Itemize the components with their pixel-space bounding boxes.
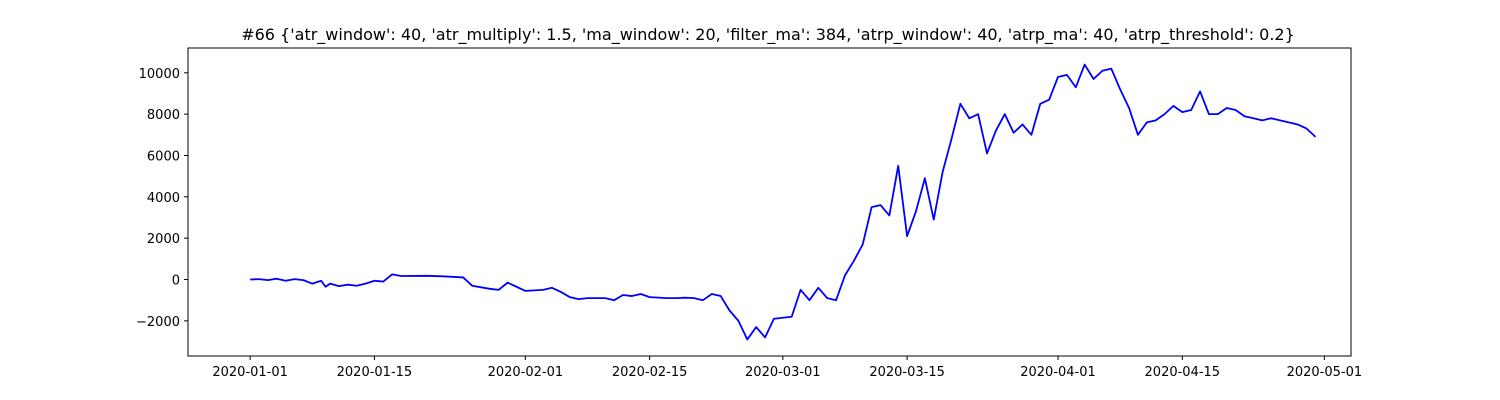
plot-area-frame: [187, 47, 1352, 357]
y-tick-label: −2000: [136, 315, 180, 330]
x-tick-label: 2020-02-15: [612, 365, 688, 380]
y-tick-label: 0: [172, 274, 180, 289]
y-tick-label: 4000: [147, 191, 180, 206]
x-tick-label: 2020-04-15: [1145, 365, 1221, 380]
chart-title: #66 {'atr_window': 40, 'atr_multiply': 1…: [241, 25, 1295, 45]
series-line: [250, 63, 1317, 341]
x-tick-label: 2020-05-01: [1287, 365, 1363, 380]
y-tick-label: 2000: [147, 232, 180, 247]
x-tick-label: 2020-03-01: [745, 365, 821, 380]
y-tick-label: 8000: [147, 108, 180, 123]
y-axis: −2000 0 2000 4000 6000 8000 10000: [136, 67, 188, 330]
x-tick-label: 2020-01-01: [212, 365, 288, 380]
x-tick-label: 2020-04-01: [1020, 365, 1096, 380]
y-tick-label: 10000: [139, 67, 180, 82]
x-tick-label: 2020-02-01: [488, 365, 564, 380]
series-layer: [250, 63, 1317, 341]
x-axis: 2020-01-01 2020-01-15 2020-02-01 2020-02-15…: [212, 356, 1362, 380]
x-tick-label: 2020-03-15: [869, 365, 945, 380]
y-tick-label: 6000: [147, 149, 180, 164]
x-tick-label: 2020-01-15: [337, 365, 413, 380]
